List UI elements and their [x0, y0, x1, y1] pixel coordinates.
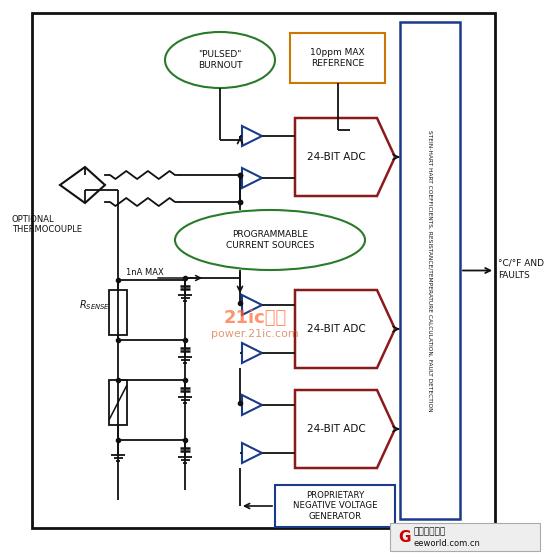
- Polygon shape: [60, 167, 105, 203]
- Text: 21ic电源: 21ic电源: [223, 309, 287, 327]
- Bar: [400, 22, 460, 519]
- Text: PROGRAMMABLE
CURRENT SOURCES: PROGRAMMABLE CURRENT SOURCES: [226, 230, 314, 250]
- Text: power.21ic.com: power.21ic.com: [211, 329, 299, 339]
- Polygon shape: [242, 343, 262, 363]
- Text: G: G: [398, 530, 410, 545]
- Text: 24-BIT ADC: 24-BIT ADC: [307, 424, 365, 434]
- Text: FAULTS: FAULTS: [498, 271, 530, 280]
- Text: $R_{SENSE}$: $R_{SENSE}$: [79, 298, 111, 312]
- Text: °C/°F AND: °C/°F AND: [498, 259, 544, 268]
- Bar: [109, 290, 127, 335]
- Bar: [32, 13, 495, 528]
- Text: 10ppm MAX
REFERENCE: 10ppm MAX REFERENCE: [310, 48, 365, 68]
- Polygon shape: [242, 443, 262, 463]
- Text: 24-BIT ADC: 24-BIT ADC: [307, 152, 365, 162]
- Polygon shape: [242, 168, 262, 188]
- Text: PROPRIETARY
NEGATIVE VOLTAGE
GENERATOR: PROPRIETARY NEGATIVE VOLTAGE GENERATOR: [293, 491, 377, 521]
- Polygon shape: [295, 290, 395, 368]
- Text: 电子工程世界: 电子工程世界: [413, 527, 446, 536]
- Text: "PULSED"
BURNOUT: "PULSED" BURNOUT: [198, 50, 242, 70]
- Bar: [109, 380, 127, 425]
- Text: 24-BIT ADC: 24-BIT ADC: [307, 324, 365, 334]
- Polygon shape: [242, 295, 262, 315]
- Polygon shape: [242, 395, 262, 415]
- Polygon shape: [295, 118, 395, 196]
- Text: STEIN-HART HART COEFFICIENTS, RESISTANCE/TEMPERATURE CALCULATION, FAULT DETECTIO: STEIN-HART HART COEFFICIENTS, RESISTANCE…: [427, 130, 432, 411]
- Ellipse shape: [165, 32, 275, 88]
- Bar: [390, 523, 540, 551]
- Text: 1nA MAX: 1nA MAX: [126, 268, 164, 277]
- Polygon shape: [242, 126, 262, 146]
- Bar: [290, 33, 385, 83]
- Text: OPTIONAL
THERMOCOUPLE: OPTIONAL THERMOCOUPLE: [12, 215, 82, 234]
- Text: eeworld.com.cn: eeworld.com.cn: [413, 539, 480, 548]
- Bar: [275, 485, 395, 527]
- Ellipse shape: [175, 210, 365, 270]
- Polygon shape: [295, 390, 395, 468]
